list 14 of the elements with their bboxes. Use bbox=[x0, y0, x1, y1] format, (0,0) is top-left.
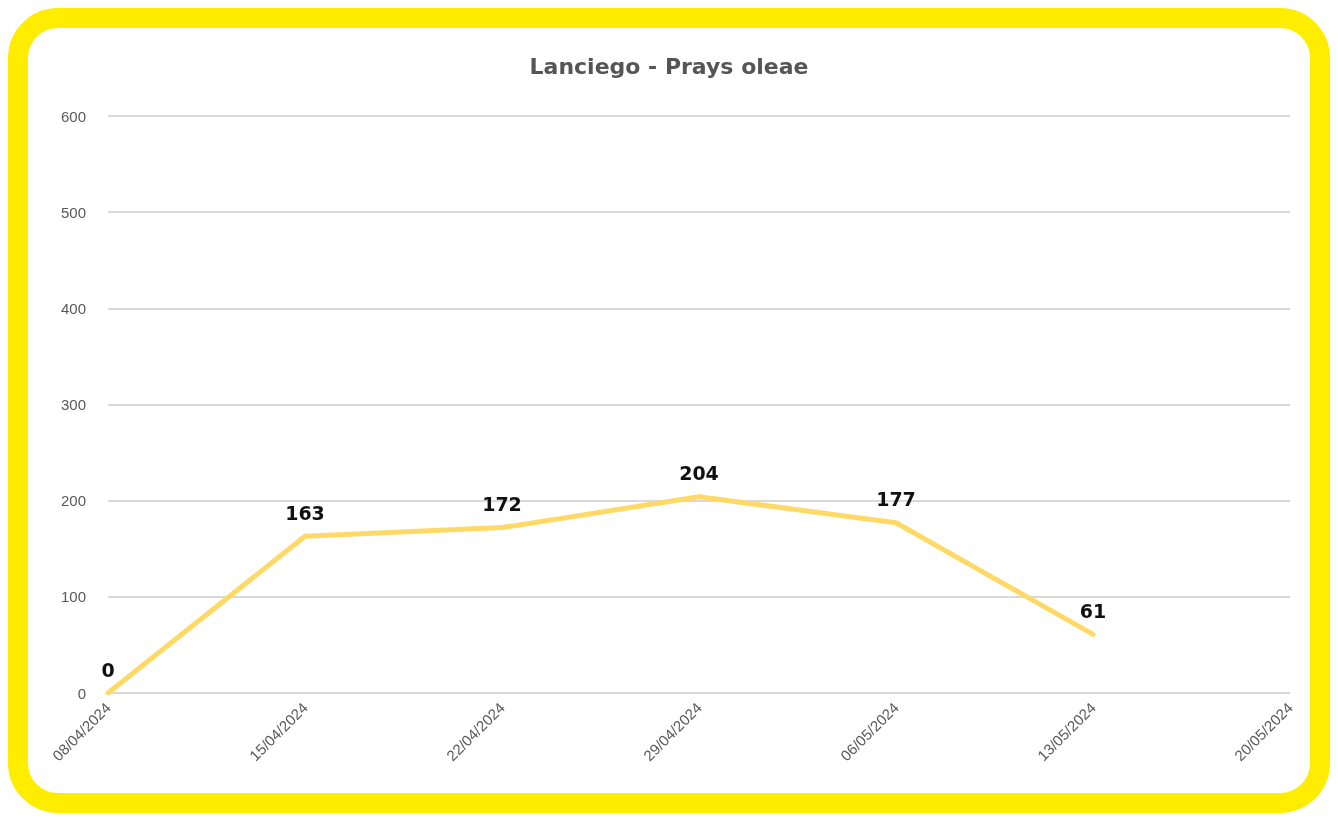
data-label: 61 bbox=[1079, 599, 1107, 622]
y-tick-label: 500 bbox=[60, 203, 86, 221]
y-tick-label: 400 bbox=[60, 299, 86, 317]
y-tick-label: 0 bbox=[77, 684, 86, 702]
data-label: 172 bbox=[482, 493, 522, 516]
y-tick-label: 200 bbox=[60, 492, 86, 510]
data-label: 204 bbox=[679, 462, 719, 485]
data-label: 163 bbox=[285, 501, 325, 524]
data-label: 177 bbox=[876, 488, 916, 511]
chart-title: Lanciego - Prays oleae bbox=[529, 53, 809, 79]
y-tick-label: 300 bbox=[60, 396, 86, 413]
data-label: 0 bbox=[101, 658, 115, 681]
y-tick-label: 100 bbox=[60, 588, 86, 606]
y-tick-label: 600 bbox=[60, 107, 86, 125]
